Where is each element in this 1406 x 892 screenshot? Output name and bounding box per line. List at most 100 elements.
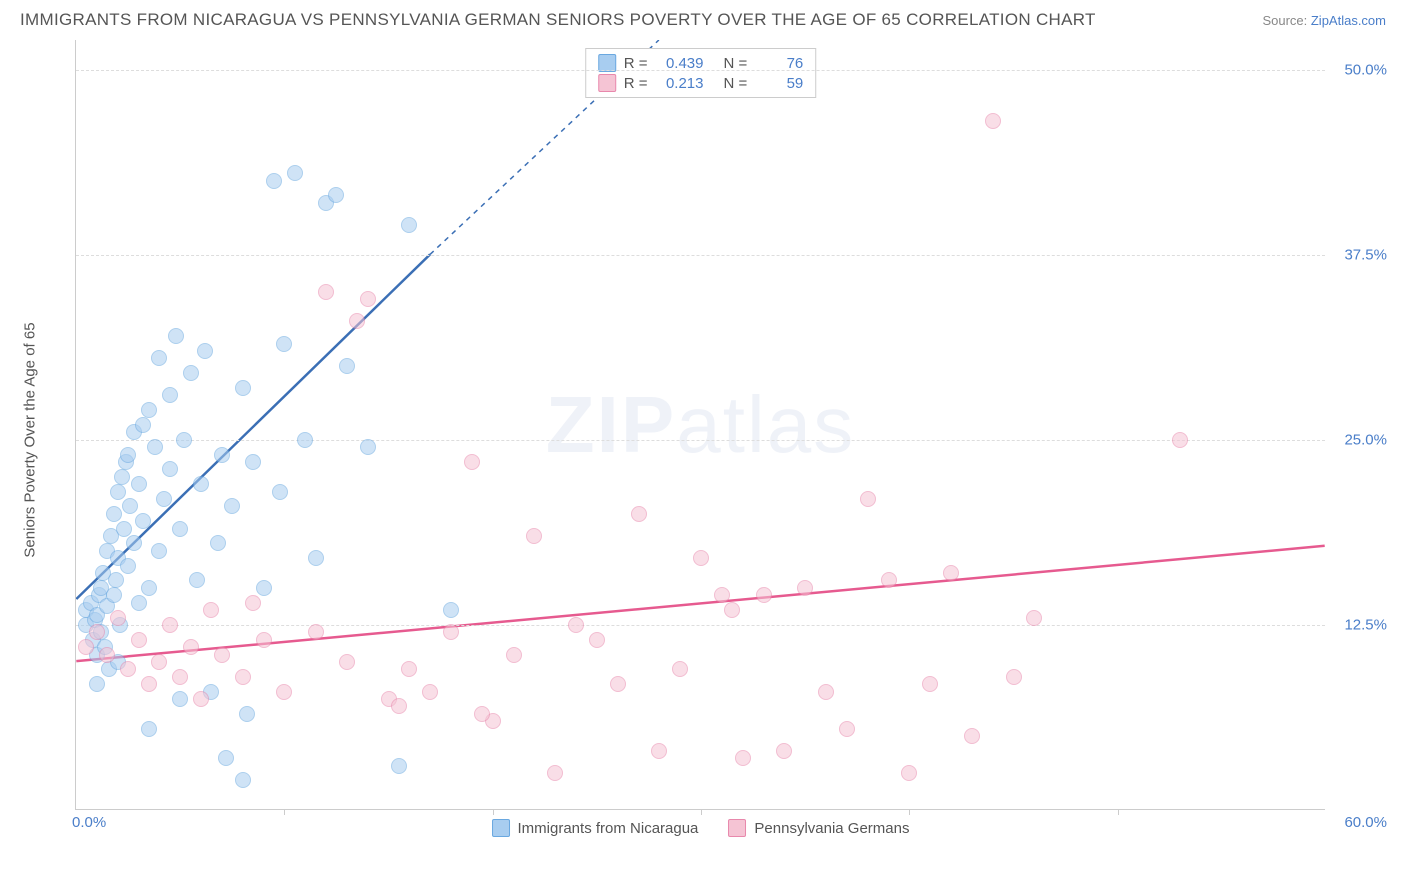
scatter-point bbox=[214, 447, 230, 463]
x-tick bbox=[701, 809, 702, 815]
scatter-point bbox=[276, 336, 292, 352]
scatter-point bbox=[193, 691, 209, 707]
scatter-point bbox=[110, 484, 126, 500]
scatter-point bbox=[116, 521, 132, 537]
scatter-point bbox=[131, 476, 147, 492]
scatter-point bbox=[193, 476, 209, 492]
x-tick-label-min: 0.0% bbox=[72, 814, 106, 831]
y-tick-label: 25.0% bbox=[1344, 431, 1387, 448]
scatter-point bbox=[141, 721, 157, 737]
scatter-point bbox=[151, 350, 167, 366]
series-legend: Immigrants from Nicaragua Pennsylvania Ge… bbox=[492, 819, 910, 837]
chart-title: IMMIGRANTS FROM NICARAGUA VS PENNSYLVANI… bbox=[20, 10, 1096, 30]
scatter-point bbox=[272, 484, 288, 500]
r-value: 0.213 bbox=[656, 75, 704, 92]
y-tick-label: 37.5% bbox=[1344, 246, 1387, 263]
scatter-point bbox=[245, 454, 261, 470]
scatter-point bbox=[141, 402, 157, 418]
scatter-point bbox=[860, 491, 876, 507]
scatter-point bbox=[235, 772, 251, 788]
scatter-point bbox=[256, 580, 272, 596]
scatter-point bbox=[120, 558, 136, 574]
scatter-point bbox=[141, 580, 157, 596]
scatter-point bbox=[1006, 669, 1022, 685]
gridline-horizontal bbox=[76, 70, 1325, 71]
n-value: 59 bbox=[755, 75, 803, 92]
series-swatch bbox=[598, 74, 616, 92]
scatter-point bbox=[189, 572, 205, 588]
x-tick-label-max: 60.0% bbox=[1344, 814, 1387, 831]
y-tick-label: 12.5% bbox=[1344, 616, 1387, 633]
scatter-point bbox=[89, 676, 105, 692]
scatter-point bbox=[881, 572, 897, 588]
scatter-point bbox=[547, 765, 563, 781]
scatter-point bbox=[714, 587, 730, 603]
scatter-point bbox=[99, 647, 115, 663]
scatter-point bbox=[318, 284, 334, 300]
scatter-point bbox=[964, 728, 980, 744]
scatter-point bbox=[106, 587, 122, 603]
scatter-point bbox=[474, 706, 490, 722]
scatter-point bbox=[156, 491, 172, 507]
series-swatch bbox=[728, 819, 746, 837]
scatter-point bbox=[266, 173, 282, 189]
legend-label: Pennsylvania Germans bbox=[754, 820, 909, 837]
scatter-point bbox=[756, 587, 772, 603]
scatter-point bbox=[693, 550, 709, 566]
scatter-point bbox=[839, 721, 855, 737]
scatter-point bbox=[176, 432, 192, 448]
scatter-point bbox=[235, 669, 251, 685]
scatter-point bbox=[568, 617, 584, 633]
scatter-point bbox=[651, 743, 667, 759]
scatter-point bbox=[256, 632, 272, 648]
x-tick bbox=[493, 809, 494, 815]
r-label: R = bbox=[624, 75, 648, 92]
scatter-point bbox=[78, 639, 94, 655]
scatter-point bbox=[172, 669, 188, 685]
scatter-point bbox=[776, 743, 792, 759]
watermark: ZIPatlas bbox=[546, 379, 855, 471]
scatter-point bbox=[210, 535, 226, 551]
scatter-point bbox=[218, 750, 234, 766]
gridline-horizontal bbox=[76, 255, 1325, 256]
scatter-point bbox=[162, 461, 178, 477]
scatter-point bbox=[797, 580, 813, 596]
scatter-point bbox=[339, 358, 355, 374]
scatter-point bbox=[506, 647, 522, 663]
gridline-horizontal bbox=[76, 625, 1325, 626]
scatter-point bbox=[422, 684, 438, 700]
scatter-point bbox=[589, 632, 605, 648]
scatter-point bbox=[339, 654, 355, 670]
scatter-point bbox=[162, 387, 178, 403]
source-attribution: Source: ZipAtlas.com bbox=[1262, 13, 1386, 28]
scatter-point bbox=[120, 661, 136, 677]
scatter-point bbox=[89, 624, 105, 640]
scatter-point bbox=[360, 291, 376, 307]
scatter-point bbox=[214, 647, 230, 663]
scatter-point bbox=[135, 513, 151, 529]
scatter-point bbox=[162, 617, 178, 633]
watermark-light: atlas bbox=[676, 380, 855, 469]
scatter-point bbox=[120, 447, 136, 463]
scatter-point bbox=[106, 506, 122, 522]
scatter-point bbox=[224, 498, 240, 514]
scatter-point bbox=[818, 684, 834, 700]
scatter-point bbox=[526, 528, 542, 544]
scatter-point bbox=[349, 313, 365, 329]
scatter-point bbox=[168, 328, 184, 344]
y-tick-label: 50.0% bbox=[1344, 61, 1387, 78]
y-axis-label: Seniors Poverty Over the Age of 65 bbox=[22, 322, 39, 557]
scatter-point bbox=[297, 432, 313, 448]
stats-row: R =0.213N =59 bbox=[598, 73, 804, 93]
legend-item: Immigrants from Nicaragua bbox=[492, 819, 699, 837]
scatter-point bbox=[114, 469, 130, 485]
stats-legend-box: R =0.439N =76R =0.213N =59 bbox=[585, 48, 817, 98]
scatter-point bbox=[203, 602, 219, 618]
x-tick bbox=[1118, 809, 1119, 815]
scatter-point bbox=[108, 572, 124, 588]
scatter-point bbox=[308, 550, 324, 566]
source-link[interactable]: ZipAtlas.com bbox=[1311, 13, 1386, 28]
scatter-point bbox=[197, 343, 213, 359]
scatter-point bbox=[147, 439, 163, 455]
scatter-point bbox=[401, 661, 417, 677]
